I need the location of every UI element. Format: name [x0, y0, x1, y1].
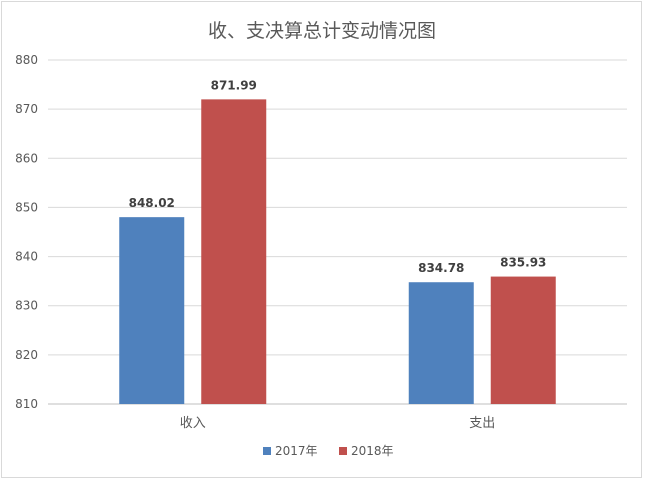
y-tick-label: 840 [15, 250, 38, 264]
data-label: 834.78 [418, 261, 464, 275]
legend: 2017年 2018年 [263, 444, 394, 458]
y-tick-label: 810 [15, 397, 38, 411]
bars: 848.02 871.99 834.78 835.93 [119, 78, 556, 404]
bar-1-2 [408, 282, 474, 404]
bar-1-1 [119, 217, 185, 404]
y-tick-label: 830 [15, 299, 38, 313]
bar-2-1 [201, 99, 267, 404]
y-tick-label: 870 [15, 102, 38, 116]
data-label: 835.93 [500, 256, 546, 270]
x-category-label: 支出 [469, 416, 495, 431]
x-axis: 收入 支出 [180, 416, 496, 431]
bar-2-2 [490, 276, 556, 404]
y-axis: 810 820 830 840 850 860 870 880 [15, 53, 38, 411]
y-tick-label: 850 [15, 200, 38, 214]
data-label: 848.02 [129, 196, 175, 210]
y-tick-label: 860 [15, 151, 38, 165]
x-category-label: 收入 [180, 416, 206, 431]
y-tick-label: 880 [15, 53, 38, 67]
legend-label: 2018年 [351, 444, 394, 458]
legend-swatch [339, 447, 347, 455]
data-label: 871.99 [211, 78, 257, 92]
legend-label: 2017年 [275, 444, 318, 458]
chart-title: 收、支决算总计变动情况图 [208, 20, 436, 42]
y-tick-label: 820 [15, 348, 38, 362]
legend-swatch [263, 447, 271, 455]
